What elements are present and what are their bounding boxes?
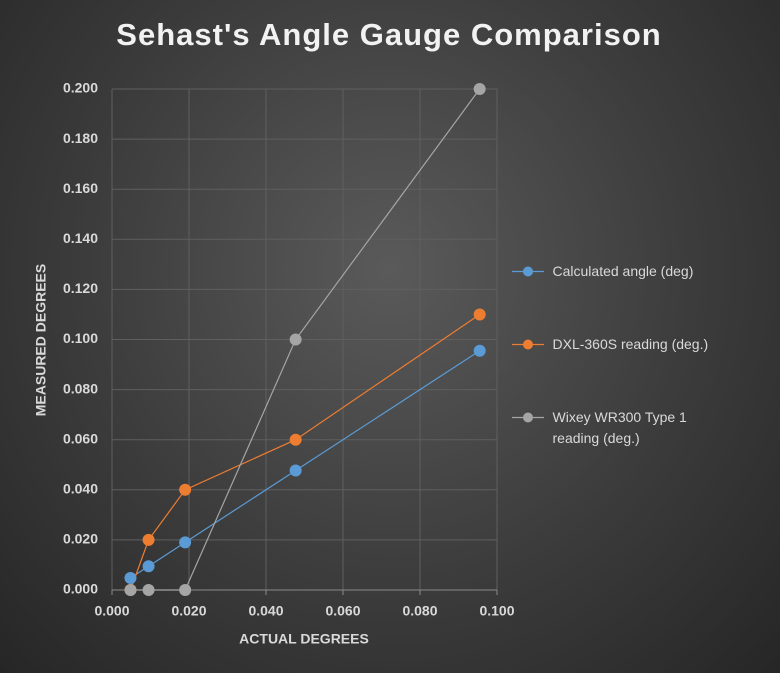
y-tick-label: 0.200 <box>63 80 98 96</box>
legend-key <box>512 339 544 350</box>
x-tick-label: 0.080 <box>402 603 437 619</box>
data-point <box>289 433 302 446</box>
y-tick-label: 0.100 <box>63 330 98 346</box>
chart-title: Sehast's Angle Gauge Comparison <box>116 17 661 52</box>
x-tick-label: 0.040 <box>248 603 283 619</box>
legend-label: Calculated angle (deg) <box>552 263 694 279</box>
data-point <box>473 83 486 95</box>
legend-key <box>512 412 544 423</box>
data-point <box>142 533 155 546</box>
y-tick-label: 0.120 <box>63 280 98 296</box>
x-tick-label: 0.000 <box>94 603 129 619</box>
y-tick-label: 0.020 <box>63 531 98 547</box>
data-point <box>179 483 192 496</box>
y-tick-label: 0.080 <box>63 380 98 396</box>
x-axis-title: ACTUAL DEGREES <box>239 631 369 647</box>
legend-item: Wixey WR300 Type 1 reading (deg.) <box>510 407 725 449</box>
x-tick-label: 0.060 <box>325 603 360 619</box>
data-point <box>142 584 155 596</box>
y-tick-label: 0.040 <box>63 481 98 497</box>
legend-item: DXL-360S reading (deg.) <box>510 334 725 355</box>
x-tick-label: 0.100 <box>479 603 514 619</box>
data-point <box>124 571 137 584</box>
y-tick-label: 0.140 <box>63 230 98 246</box>
data-point <box>289 464 302 477</box>
data-point <box>142 560 155 573</box>
y-tick-label: 0.160 <box>63 180 98 196</box>
y-tick-label: 0.180 <box>63 130 98 146</box>
legend-label: DXL-360S reading (deg.) <box>552 336 709 352</box>
data-point <box>179 536 192 549</box>
y-tick-label: 0.000 <box>63 581 98 597</box>
legend-key <box>512 266 544 277</box>
y-axis-title: MEASURED DEGREES <box>33 264 49 416</box>
data-point <box>124 584 137 596</box>
y-tick-label: 0.060 <box>63 430 98 446</box>
legend-label: Wixey WR300 Type 1 reading (deg.) <box>552 409 687 446</box>
data-point <box>473 308 486 321</box>
data-point <box>289 333 302 346</box>
data-point <box>179 584 192 596</box>
series-line <box>129 313 481 591</box>
data-point <box>473 344 486 357</box>
legend-item: Calculated angle (deg) <box>510 261 725 282</box>
x-tick-label: 0.020 <box>171 603 206 619</box>
